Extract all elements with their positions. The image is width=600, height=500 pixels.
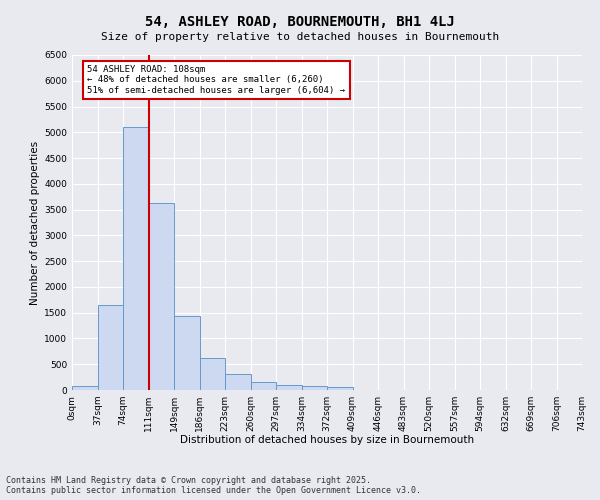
Bar <box>174 316 199 390</box>
Bar <box>225 374 251 390</box>
Y-axis label: Number of detached properties: Number of detached properties <box>30 140 40 304</box>
Bar <box>97 305 123 390</box>
Text: Size of property relative to detached houses in Bournemouth: Size of property relative to detached ho… <box>101 32 499 42</box>
Bar <box>199 358 225 390</box>
Bar <box>302 386 327 390</box>
Text: 54 ASHLEY ROAD: 108sqm
← 48% of detached houses are smaller (6,260)
51% of semi-: 54 ASHLEY ROAD: 108sqm ← 48% of detached… <box>88 65 346 95</box>
Bar <box>327 387 353 390</box>
Text: 54, ASHLEY ROAD, BOURNEMOUTH, BH1 4LJ: 54, ASHLEY ROAD, BOURNEMOUTH, BH1 4LJ <box>145 15 455 29</box>
Bar <box>72 386 97 390</box>
Bar <box>149 204 174 390</box>
Bar <box>123 127 149 390</box>
Bar <box>276 385 302 390</box>
X-axis label: Distribution of detached houses by size in Bournemouth: Distribution of detached houses by size … <box>180 436 474 446</box>
Bar <box>251 382 276 390</box>
Text: Contains HM Land Registry data © Crown copyright and database right 2025.
Contai: Contains HM Land Registry data © Crown c… <box>6 476 421 495</box>
